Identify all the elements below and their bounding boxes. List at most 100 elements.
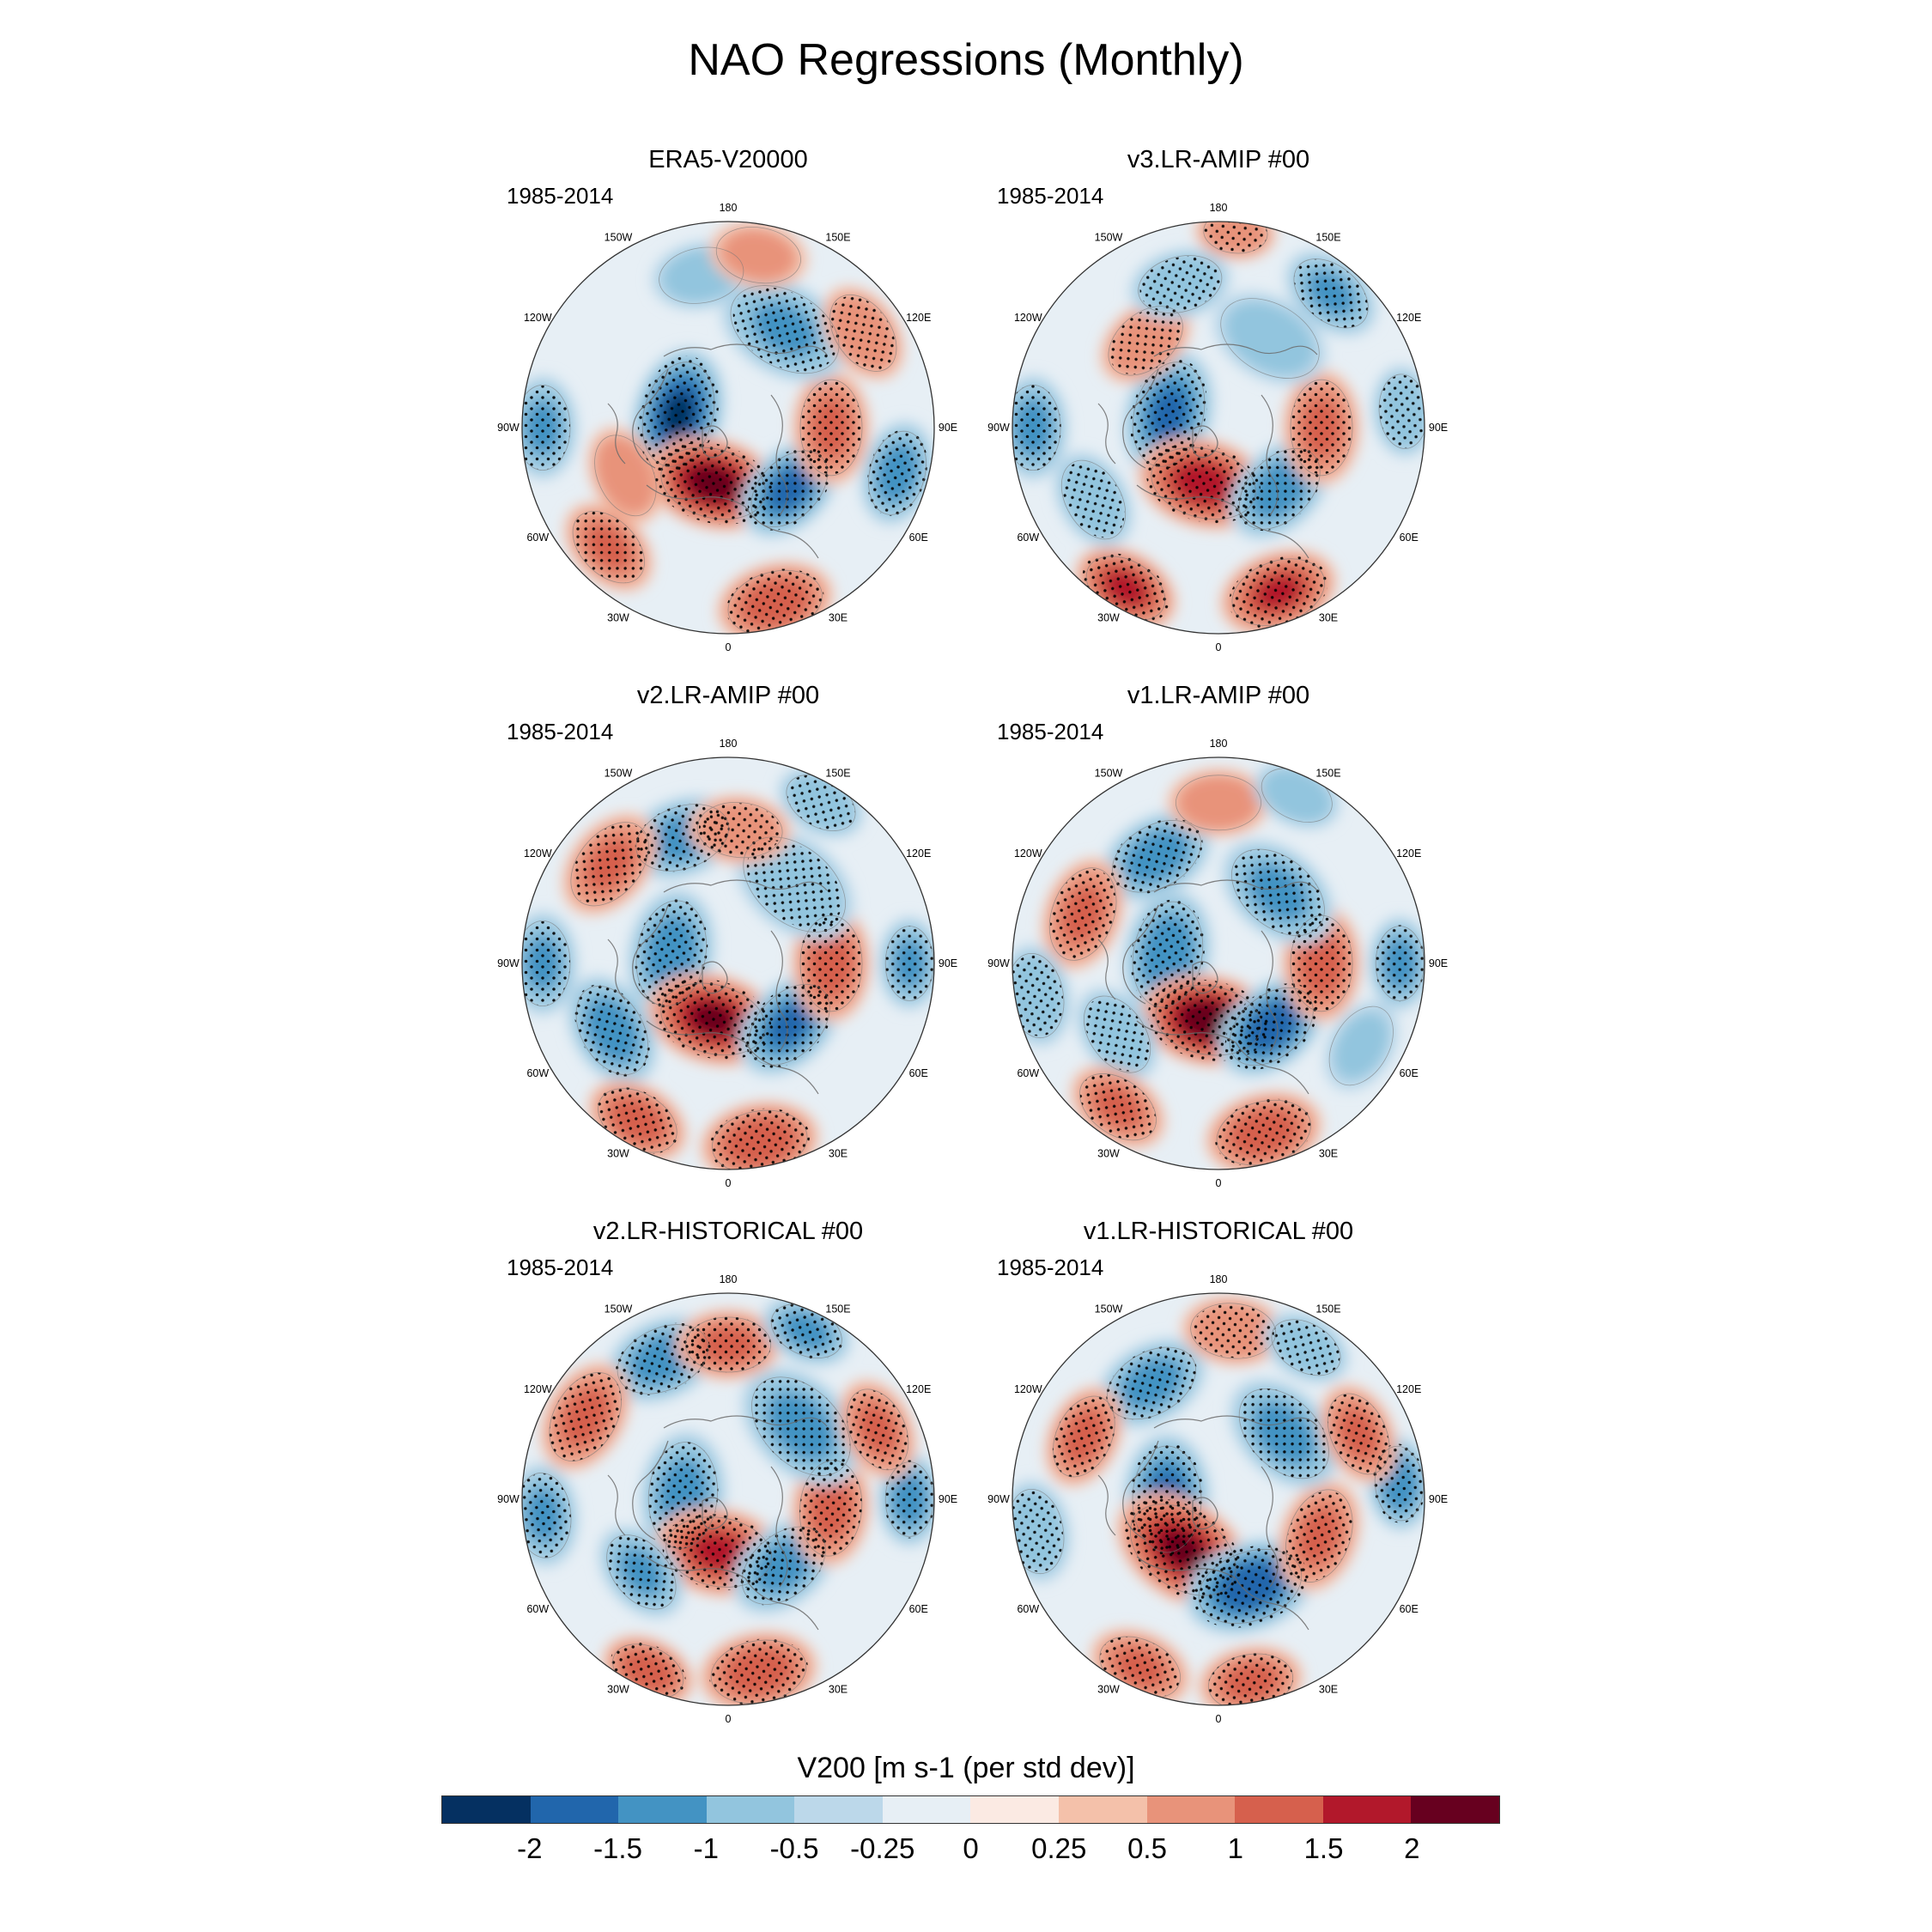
- longitude-label: 180: [1210, 738, 1228, 750]
- significance-stipple: [1146, 443, 1261, 524]
- contour-line: [751, 1376, 851, 1476]
- longitude-label: 180: [1210, 1273, 1228, 1285]
- longitude-label: 180: [1210, 202, 1228, 214]
- colorbar-ticks: -2 -1.5 -1 -0.5 -0.25 0 0.25 0.5 1 1.5 2: [441, 1832, 1500, 1870]
- longitude-label: 0: [726, 641, 732, 653]
- contour-line: [884, 926, 934, 1001]
- longitude-label: 150W: [1095, 767, 1123, 779]
- coastline: [1261, 394, 1279, 516]
- colorbar-swatch: [1235, 1796, 1323, 1823]
- colorbar-tick-label: 0: [963, 1832, 979, 1864]
- significance-stipple: [1049, 869, 1116, 960]
- coastline: [770, 930, 788, 1052]
- contour-line: [1220, 298, 1320, 379]
- contour-line: [743, 836, 846, 933]
- significance-stipple: [1106, 1346, 1197, 1420]
- coastline: [1192, 1497, 1218, 1530]
- colorbar-tick-label: 0.5: [1127, 1832, 1167, 1864]
- significance-stipple: [830, 295, 896, 370]
- significance-stipple: [1294, 258, 1368, 328]
- coastline: [607, 939, 626, 1000]
- contour-line: [1207, 1653, 1294, 1705]
- significance-stipple: [522, 920, 571, 1006]
- contour-line: [572, 511, 645, 584]
- coastline: [1122, 904, 1159, 1005]
- coastline: [1235, 506, 1309, 559]
- longitude-label: 90W: [987, 1493, 1010, 1505]
- longitude-label: 30W: [607, 1684, 629, 1696]
- significance-stipple: [884, 926, 934, 1001]
- panel-title: v2.LR-AMIP #00: [636, 682, 820, 709]
- longitude-label: 120E: [1396, 1383, 1421, 1395]
- coastline: [744, 1577, 819, 1631]
- longitude-label: 150W: [1095, 231, 1123, 243]
- contour-line: [665, 1516, 773, 1588]
- coastline: [1097, 1474, 1116, 1536]
- polar-map: 180 150E 120E 90E 60E 30E 0 30W 60W 90W 120W 150W: [497, 202, 957, 653]
- longitude-label: 120E: [906, 312, 931, 324]
- coastline: [632, 1440, 669, 1540]
- polar-map: 180 150E 120E 90E 60E 30E 0 30W 60W 90W 120W 150W: [987, 202, 1448, 653]
- longitude-label: 30E: [829, 612, 848, 624]
- contour-line: [711, 1109, 808, 1170]
- colorbar-tick-label: -1.5: [593, 1832, 642, 1864]
- significance-stipple: [1110, 818, 1203, 894]
- colorbar-swatch: [618, 1796, 707, 1823]
- coastline: [702, 425, 728, 459]
- longitude-label: 30W: [607, 612, 629, 624]
- longitude-label: 120E: [906, 1383, 931, 1395]
- significance-stipple: [709, 1108, 810, 1170]
- longitude-label: 0: [1216, 1713, 1222, 1725]
- contour-line: [522, 385, 571, 471]
- significance-stipple: [522, 385, 571, 471]
- contour-line: [660, 447, 766, 520]
- longitude-label: 90E: [1429, 957, 1448, 969]
- contour-line: [1374, 1445, 1424, 1522]
- longitude-label: 120W: [524, 848, 552, 860]
- longitude-label: 120E: [906, 848, 931, 860]
- longitude-label: 90W: [987, 957, 1010, 969]
- longitude-label: 30E: [829, 1684, 848, 1696]
- colorbar-swatch: [882, 1796, 971, 1823]
- longitude-label: 30E: [829, 1148, 848, 1160]
- contour-line: [1378, 374, 1425, 449]
- longitude-label: 90E: [1429, 422, 1448, 434]
- map-panel-era5: ERA5-V20000 1985-2014 180 150E 120E 90E 60E 3…: [488, 146, 969, 661]
- colorbar-swatch: [1146, 1796, 1236, 1823]
- longitude-label: 60E: [1400, 1067, 1419, 1079]
- panel-title: v2.LR-HISTORICAL #00: [592, 1218, 864, 1245]
- longitude-label: 150E: [825, 1303, 850, 1315]
- longitude-label: 30W: [607, 1148, 629, 1160]
- contour-line: [884, 1461, 934, 1537]
- contour-line: [1151, 447, 1256, 520]
- significance-stipple: [1207, 1653, 1294, 1705]
- contour-line: [1048, 867, 1117, 961]
- contour-line: [606, 1534, 677, 1610]
- colorbar-tick-label: -2: [517, 1832, 543, 1864]
- anomaly-contour: [1224, 301, 1315, 375]
- contour-line: [1012, 1488, 1065, 1575]
- contour-line: [868, 430, 927, 515]
- contour-line: [1079, 1073, 1157, 1141]
- significance-stipple: [1272, 1320, 1340, 1376]
- significance-stipple: [1291, 380, 1352, 475]
- contour-line: [846, 1388, 909, 1471]
- longitude-label: 180: [720, 1273, 738, 1285]
- significance-stipple: [1012, 384, 1061, 471]
- coastline: [770, 1466, 788, 1588]
- significance-stipple: [1084, 997, 1150, 1072]
- contour-line: [1108, 306, 1183, 376]
- longitude-label: 150W: [1095, 1303, 1123, 1315]
- longitude-label: 180: [720, 202, 738, 214]
- longitude-label: 0: [1216, 1177, 1222, 1189]
- contour-line: [1290, 379, 1353, 477]
- contour-line: [715, 227, 801, 284]
- significance-stipple: [1238, 1388, 1330, 1479]
- anomaly-contour: [1176, 775, 1261, 831]
- contour-line: [741, 1526, 826, 1605]
- coastline: [663, 1415, 828, 1429]
- longitude-label: 60E: [909, 1067, 928, 1079]
- significance-stipple: [1062, 461, 1125, 538]
- map-panel-v3-lr-amip: v3.LR-AMIP #00 1985-2014 180 150E 120E 90E 6…: [978, 146, 1459, 661]
- coastline: [702, 1497, 728, 1530]
